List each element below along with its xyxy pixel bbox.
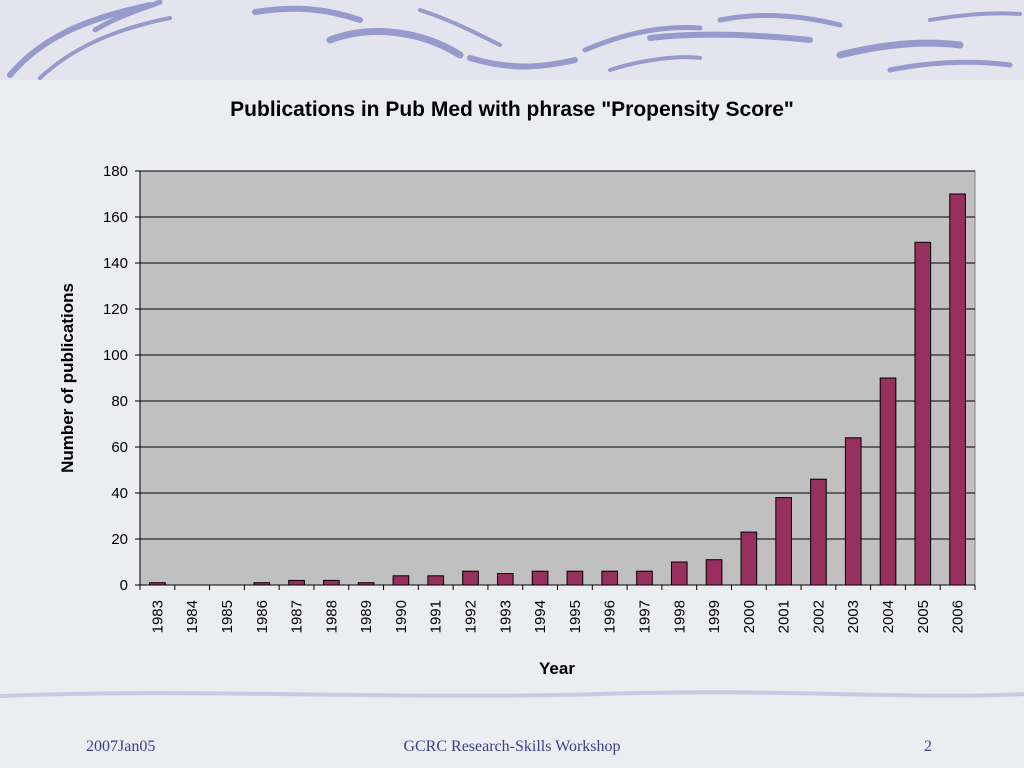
y-tick-label: 0 [120, 577, 128, 594]
y-axis-label: Number of publications [58, 283, 77, 473]
x-tick-label: 2006 [950, 600, 967, 633]
bar-2003 [844, 437, 862, 586]
x-tick-label: 1998 [671, 600, 688, 633]
bar-2006 [949, 193, 966, 586]
x-tick-label: 1988 [323, 600, 340, 633]
x-tick-label: 1996 [602, 600, 619, 633]
bar-1994 [531, 570, 549, 586]
y-tick-label: 20 [111, 531, 128, 548]
y-tick-label: 60 [111, 439, 128, 456]
x-tick-label: 1983 [149, 600, 166, 633]
x-tick-label: 1999 [706, 600, 723, 633]
bar-1993 [496, 573, 514, 586]
bar-2002 [810, 478, 827, 586]
x-tick-label: 1995 [567, 600, 584, 633]
y-tick-label: 180 [103, 163, 128, 180]
x-tick-label: 1992 [463, 600, 480, 633]
x-tick-label: 2000 [741, 600, 758, 633]
bar-2000 [740, 531, 758, 586]
y-tick-label: 100 [103, 347, 128, 364]
x-tick-label: 2004 [880, 600, 897, 633]
x-axis-label: Year [539, 659, 575, 678]
y-tick-label: 160 [103, 209, 128, 226]
x-tick-label: 1984 [184, 600, 201, 633]
x-tick-label: 1991 [428, 600, 445, 633]
y-axis-ticks: 0 20 40 60 80 100 120 140 160 180 [103, 163, 140, 594]
x-tick-label: 1990 [393, 600, 410, 633]
bar-1987 [288, 579, 305, 586]
bar-1991 [427, 575, 445, 586]
chart-title: Publications in Pub Med with phrase "Pro… [230, 98, 794, 121]
bar-1988 [323, 579, 340, 586]
x-tick-label: 1986 [254, 600, 271, 633]
y-tick-label: 120 [103, 301, 128, 318]
bar-2001 [775, 497, 792, 586]
plot-area [139, 170, 976, 586]
bar-1992 [462, 570, 479, 586]
footer-date: 2007Jan05 [86, 738, 156, 755]
bar-1995 [566, 570, 584, 586]
footer-page-number: 2 [924, 738, 932, 755]
x-tick-label: 2002 [810, 600, 827, 633]
bar-1996 [601, 570, 619, 586]
bar-1999 [705, 559, 723, 586]
footer-title: GCRC Research-Skills Workshop [403, 738, 621, 755]
bar-1990 [392, 575, 410, 586]
x-tick-label: 2005 [915, 600, 932, 633]
x-tick-label: 1987 [289, 600, 306, 633]
header-decoration [0, 0, 1024, 80]
x-axis-ticks: 1983 1984 1985 1986 1987 1988 1989 1990 1991 1992… [139, 585, 976, 633]
x-tick-label: 1997 [636, 600, 653, 633]
bar-1997 [636, 570, 653, 586]
x-tick-label: 2001 [776, 600, 793, 633]
x-tick-label: 2003 [845, 600, 862, 633]
x-tick-label: 1989 [358, 600, 375, 633]
y-tick-label: 140 [103, 255, 128, 272]
bar-2004 [879, 377, 897, 586]
bar-1998 [670, 561, 688, 586]
x-tick-label: 1985 [219, 600, 236, 633]
y-tick-label: 80 [111, 393, 128, 410]
footer-divider [0, 690, 1024, 698]
y-tick-label: 40 [111, 485, 128, 502]
bar-2005 [914, 241, 932, 586]
x-tick-label: 1994 [532, 600, 549, 633]
gridlines [140, 170, 975, 540]
bars [149, 193, 966, 586]
x-tick-label: 1993 [497, 600, 514, 633]
